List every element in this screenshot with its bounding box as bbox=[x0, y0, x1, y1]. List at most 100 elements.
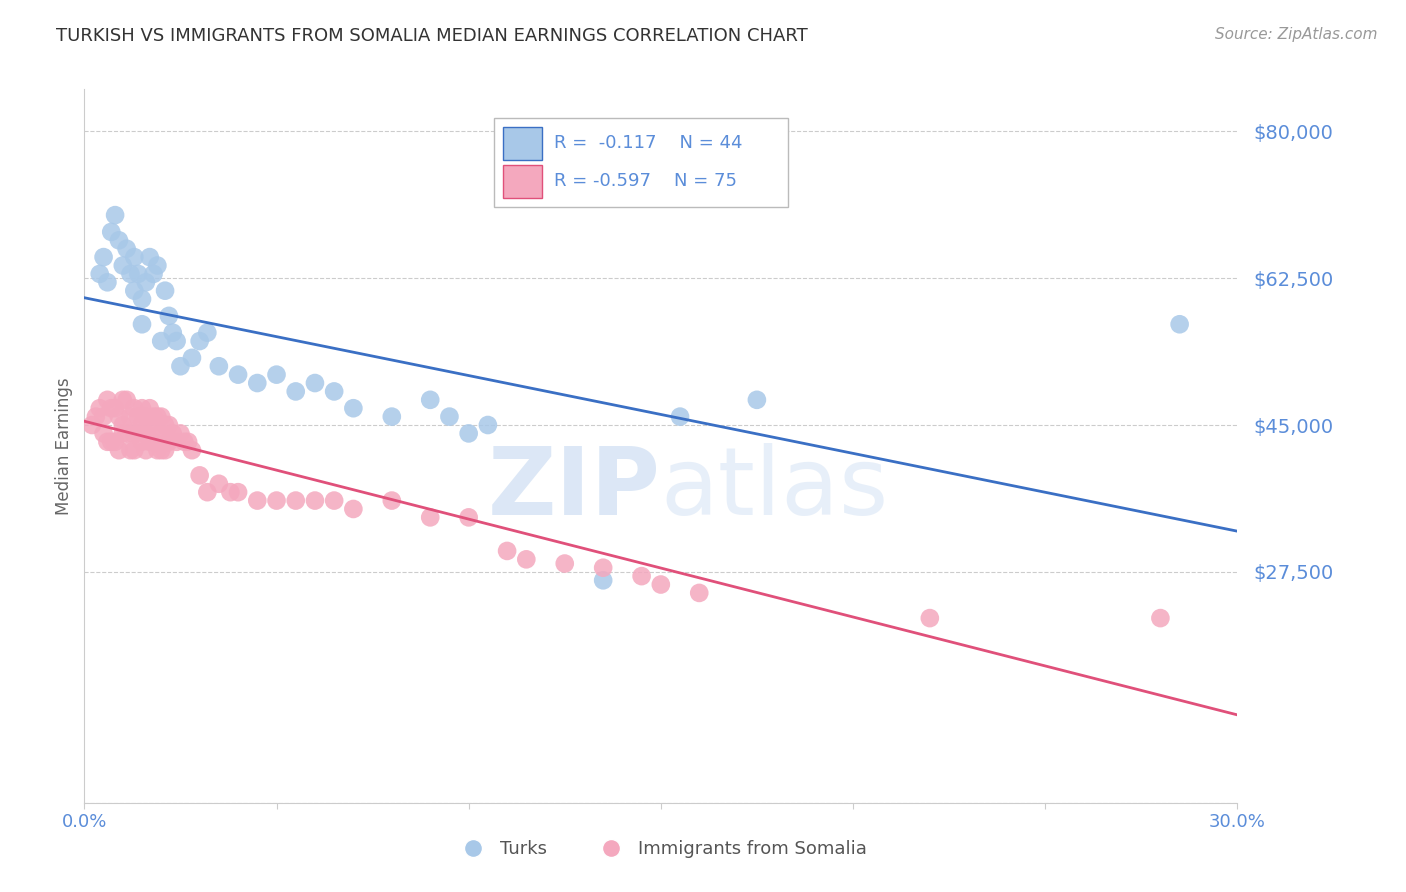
FancyBboxPatch shape bbox=[494, 118, 787, 207]
Point bbox=[266, 368, 288, 382]
Point bbox=[181, 351, 204, 365]
Point bbox=[93, 426, 115, 441]
Point bbox=[226, 485, 249, 500]
Point bbox=[1168, 318, 1191, 332]
FancyBboxPatch shape bbox=[503, 165, 543, 198]
Point bbox=[266, 493, 288, 508]
Point bbox=[246, 493, 269, 508]
Point bbox=[146, 443, 169, 458]
Point bbox=[127, 267, 149, 281]
Point bbox=[127, 426, 149, 441]
Point bbox=[100, 434, 122, 449]
Point bbox=[111, 259, 134, 273]
Point bbox=[173, 434, 195, 449]
Point bbox=[323, 384, 346, 399]
Point bbox=[115, 392, 138, 407]
Point bbox=[108, 233, 131, 247]
Point bbox=[195, 326, 218, 340]
Text: ZIP: ZIP bbox=[488, 442, 661, 535]
Point bbox=[1149, 611, 1171, 625]
Text: atlas: atlas bbox=[661, 442, 889, 535]
Point bbox=[284, 384, 307, 399]
Point bbox=[208, 476, 231, 491]
Point bbox=[142, 267, 165, 281]
Point bbox=[124, 426, 146, 441]
Point bbox=[124, 250, 146, 264]
Point bbox=[124, 443, 146, 458]
Y-axis label: Median Earnings: Median Earnings bbox=[55, 377, 73, 515]
Point bbox=[111, 392, 134, 407]
Point bbox=[135, 275, 157, 289]
Point bbox=[150, 409, 173, 424]
Point bbox=[592, 574, 614, 588]
Point bbox=[131, 292, 153, 306]
Point bbox=[381, 493, 404, 508]
Point bbox=[477, 417, 499, 432]
Point bbox=[142, 434, 165, 449]
Point bbox=[554, 557, 576, 571]
Point bbox=[592, 560, 614, 574]
Point bbox=[246, 376, 269, 390]
Point bbox=[96, 275, 118, 289]
Point bbox=[104, 401, 127, 416]
Point bbox=[120, 267, 142, 281]
Point bbox=[150, 443, 173, 458]
Point bbox=[138, 417, 160, 432]
Point bbox=[120, 409, 142, 424]
Point bbox=[496, 544, 519, 558]
Point bbox=[153, 443, 176, 458]
Point bbox=[104, 208, 127, 222]
Point bbox=[157, 309, 180, 323]
Point bbox=[918, 611, 941, 625]
Point bbox=[131, 434, 153, 449]
Point bbox=[96, 434, 118, 449]
Point bbox=[138, 401, 160, 416]
Point bbox=[127, 409, 149, 424]
Point bbox=[153, 284, 176, 298]
Point bbox=[84, 409, 107, 424]
Point bbox=[304, 376, 326, 390]
Point bbox=[108, 409, 131, 424]
Point bbox=[135, 409, 157, 424]
Point bbox=[219, 485, 242, 500]
Text: Source: ZipAtlas.com: Source: ZipAtlas.com bbox=[1215, 27, 1378, 42]
FancyBboxPatch shape bbox=[503, 127, 543, 160]
Text: R = -0.597    N = 75: R = -0.597 N = 75 bbox=[554, 172, 737, 190]
Point bbox=[166, 434, 188, 449]
Point bbox=[146, 426, 169, 441]
Point bbox=[745, 392, 768, 407]
Point bbox=[131, 417, 153, 432]
Point bbox=[169, 426, 191, 441]
Point bbox=[208, 359, 231, 374]
Point bbox=[135, 443, 157, 458]
Point bbox=[100, 225, 122, 239]
Point bbox=[124, 284, 146, 298]
Point bbox=[457, 426, 479, 441]
Point bbox=[138, 250, 160, 264]
Point bbox=[89, 267, 111, 281]
Point bbox=[188, 334, 211, 348]
Point bbox=[515, 552, 537, 566]
Point bbox=[419, 392, 441, 407]
Point bbox=[342, 502, 364, 516]
Point bbox=[226, 368, 249, 382]
Point bbox=[323, 493, 346, 508]
Point bbox=[131, 318, 153, 332]
Text: R =  -0.117    N = 44: R = -0.117 N = 44 bbox=[554, 135, 742, 153]
Legend: Turks, Immigrants from Somalia: Turks, Immigrants from Somalia bbox=[449, 833, 873, 865]
Point bbox=[115, 426, 138, 441]
Point bbox=[381, 409, 404, 424]
Point bbox=[153, 417, 176, 432]
Point bbox=[166, 334, 188, 348]
Point bbox=[181, 443, 204, 458]
Point bbox=[135, 426, 157, 441]
Point bbox=[96, 392, 118, 407]
Point bbox=[146, 409, 169, 424]
Point bbox=[669, 409, 692, 424]
Point bbox=[120, 443, 142, 458]
Point bbox=[188, 468, 211, 483]
Point bbox=[688, 586, 710, 600]
Point bbox=[630, 569, 652, 583]
Point bbox=[157, 417, 180, 432]
Point bbox=[146, 259, 169, 273]
